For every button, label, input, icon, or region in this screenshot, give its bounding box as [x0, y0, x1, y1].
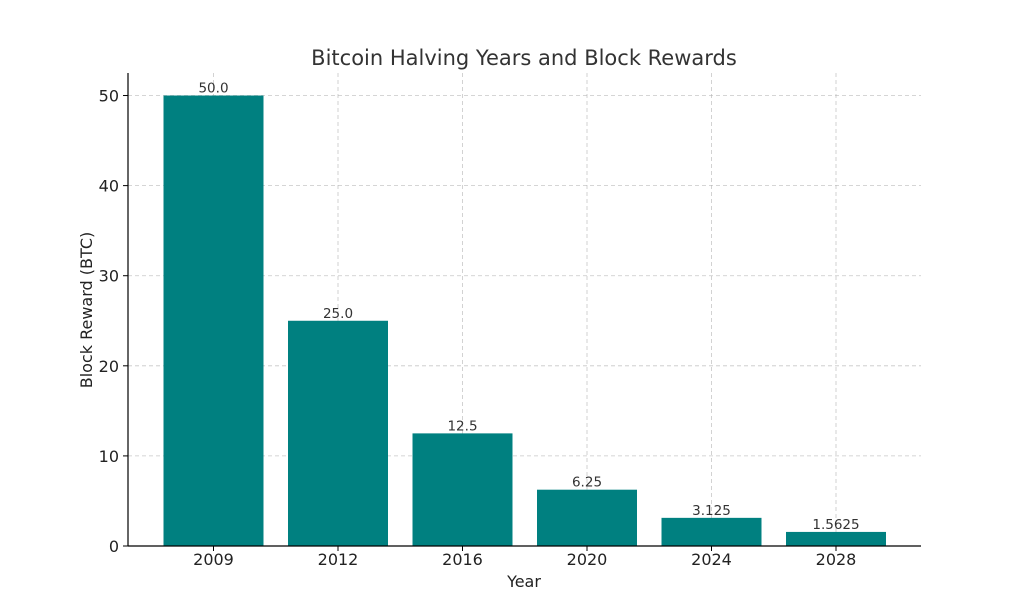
bar-2012 [288, 320, 388, 546]
x-tick-label-2024: 2024 [691, 550, 732, 569]
y-axis-title: Block Reward (BTC) [77, 232, 96, 389]
bar-2024 [661, 517, 762, 546]
x-tick-label-2016: 2016 [442, 550, 483, 569]
data-label-2020: 6.25 [572, 475, 602, 491]
x-tick-label-2009: 2009 [193, 550, 234, 569]
chart-title: Bitcoin Halving Years and Block Rewards [311, 46, 737, 70]
x-axis-title: Year [506, 572, 541, 591]
bar-2028 [786, 531, 886, 546]
x-tick-label-2012: 2012 [318, 550, 359, 569]
bar-2009 [163, 95, 264, 547]
x-tick-label-2028: 2028 [816, 550, 857, 569]
bar-2020 [537, 489, 637, 546]
y-axis-ticks: 0 10 20 30 40 50 [99, 87, 128, 556]
bar-2016 [412, 433, 513, 546]
y-tick-label-50: 50 [99, 87, 119, 106]
data-label-2028: 1.5625 [812, 517, 859, 533]
y-tick-label-0: 0 [109, 537, 119, 556]
y-tick-label-40: 40 [99, 177, 119, 196]
y-tick-label-30: 30 [99, 267, 119, 286]
data-label-2012: 25.0 [323, 306, 353, 322]
y-tick-label-10: 10 [99, 447, 119, 466]
x-axis-ticks: 2009 2012 2016 2020 2024 2028 [193, 546, 856, 569]
data-label-2024: 3.125 [692, 503, 731, 519]
data-label-2016: 12.5 [447, 418, 477, 434]
x-tick-label-2020: 2020 [567, 550, 608, 569]
data-label-2009: 50.0 [198, 81, 228, 97]
data-labels: 50.0 25.0 12.5 6.25 3.125 1.5625 [198, 81, 859, 533]
bars [163, 95, 886, 547]
y-tick-label-20: 20 [99, 357, 119, 376]
